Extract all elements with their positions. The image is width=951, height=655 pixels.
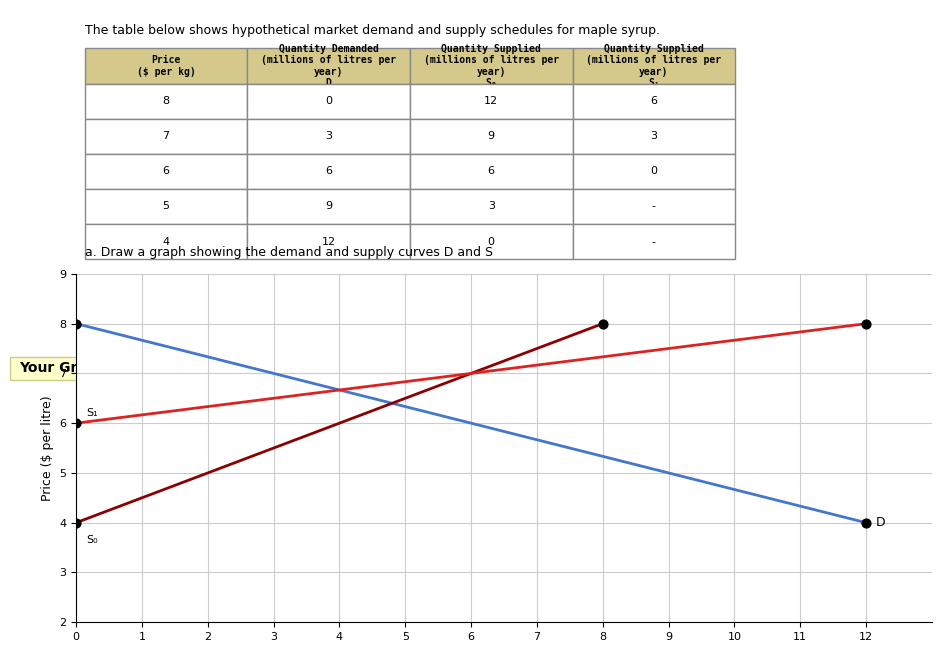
Point [859,318,874,329]
Text: a. Draw a graph showing the demand and supply curves D and S: a. Draw a graph showing the demand and s… [85,246,493,259]
Text: Your Graph Score: 100%: Your Graph Score: 100% [19,362,209,375]
Point [859,517,874,528]
Point [68,517,84,528]
Text: S₀: S₀ [86,535,98,545]
Text: S₁: S₁ [86,408,98,418]
Text: D: D [876,516,885,529]
Y-axis label: Price ($ per litre): Price ($ per litre) [41,395,53,501]
Point [68,318,84,329]
FancyBboxPatch shape [10,357,656,380]
Point [68,418,84,428]
Text: The table below shows hypothetical market demand and supply schedules for maple : The table below shows hypothetical marke… [85,24,660,37]
Point [595,318,611,329]
